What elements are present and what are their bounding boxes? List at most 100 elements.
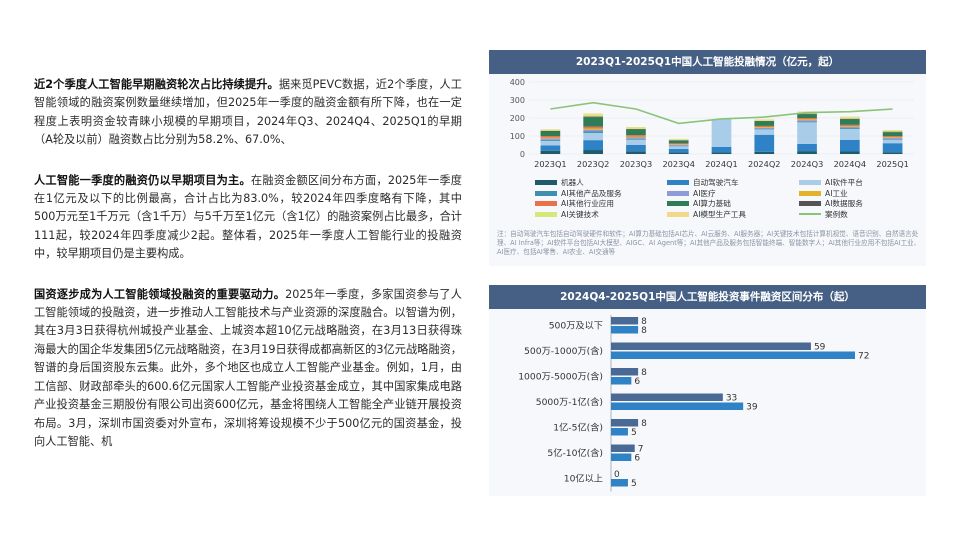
bar-value-label: 8 bbox=[641, 326, 647, 336]
y-tick-label: 400 bbox=[510, 78, 525, 87]
paragraph-1: 近2个季度人工智能早期融资轮次占比持续提升。据来觅PEVC数据，近2个季度，人工… bbox=[34, 76, 462, 150]
bar-segment bbox=[626, 145, 646, 152]
range-bar bbox=[611, 444, 635, 452]
y-tick-label: 200 bbox=[510, 114, 525, 123]
bar-segment bbox=[797, 151, 817, 154]
x-tick-label: 2025Q1 bbox=[876, 159, 909, 169]
bar-segment bbox=[668, 144, 689, 145]
bar-segment bbox=[839, 126, 860, 127]
bar-value-label: 5 bbox=[631, 479, 637, 489]
bar-segment bbox=[626, 151, 646, 154]
x-tick-label: 2024Q3 bbox=[791, 159, 824, 169]
bar-segment bbox=[882, 130, 903, 132]
bar-segment bbox=[882, 143, 903, 153]
bar-segment bbox=[583, 116, 604, 118]
range-bar bbox=[611, 368, 639, 376]
legend-swatch bbox=[535, 180, 557, 185]
range-bar bbox=[611, 419, 639, 427]
bar-segment bbox=[754, 129, 775, 135]
bar-segment bbox=[839, 151, 860, 154]
bar-segment bbox=[711, 152, 732, 154]
legend-swatch bbox=[667, 180, 689, 185]
bar-segment bbox=[882, 138, 903, 140]
case-count-line bbox=[550, 101, 893, 125]
legend-item: 自动驾驶汽车 bbox=[667, 177, 739, 188]
bar-value-label: 39 bbox=[746, 403, 758, 413]
bar-segment bbox=[668, 148, 689, 153]
investment-chart-title: 2023Q1-2025Q1中国人工智能投融情况（亿元，起） bbox=[489, 50, 926, 74]
bar-segment bbox=[668, 143, 689, 145]
legend-label: AI模型生产工具 bbox=[693, 209, 746, 219]
bar-segment bbox=[882, 137, 903, 139]
range-bar bbox=[611, 428, 628, 436]
bar-segment bbox=[882, 132, 903, 137]
bar-segment bbox=[754, 120, 775, 122]
stacked-bar-chart: 0 100 200 300 400 2023Q1 2023Q2 2023Q3 2023Q4 202… bbox=[510, 78, 914, 169]
legend-item: AI其他行业应用 bbox=[535, 198, 614, 209]
bar-segment bbox=[583, 132, 604, 141]
bar-segment bbox=[882, 136, 903, 138]
bar-segment bbox=[540, 131, 561, 136]
legend-swatch bbox=[667, 190, 689, 196]
bar-segment bbox=[839, 124, 860, 127]
bar-segment bbox=[839, 116, 860, 118]
x-tick-label: 2024Q1 bbox=[705, 159, 738, 169]
bar-segment bbox=[583, 126, 604, 129]
range-bar bbox=[611, 326, 639, 334]
range-bar bbox=[611, 393, 723, 401]
bar-value-label: 6 bbox=[634, 454, 640, 464]
bar-segment bbox=[839, 139, 860, 152]
paragraph-2-lead: 人工智能一季度的融资仍以早期项目为主。 bbox=[34, 173, 251, 187]
x-tick-label: 2023Q3 bbox=[620, 159, 653, 169]
legend-item: 机器人 bbox=[535, 177, 584, 188]
bar-segment bbox=[882, 139, 903, 144]
legend-swatch bbox=[799, 201, 821, 206]
bar-segment bbox=[583, 114, 604, 117]
bar-segment bbox=[583, 117, 604, 127]
legend-item: AI算力基础 bbox=[667, 198, 731, 209]
bar-segment bbox=[626, 135, 646, 137]
bar-segment bbox=[583, 131, 604, 133]
legend-label: AI数据服务 bbox=[825, 199, 863, 208]
bar-segment bbox=[626, 129, 646, 136]
paragraph-3-body: 2025年一季度，多家国资参与了人工智能领域的投融资，进一步推动人工智能技术与产… bbox=[34, 287, 462, 448]
range-bar bbox=[611, 342, 811, 350]
bar-segment bbox=[668, 140, 689, 141]
legend-item: AI其他产品及服务 bbox=[535, 188, 622, 199]
bar-segment bbox=[583, 113, 604, 115]
paragraph-2-body: 在融资金额区间分布方面，2025年一季度在1亿元及以下的比例最高，合计占比为83… bbox=[34, 173, 462, 261]
bar-segment bbox=[839, 119, 860, 125]
bar-segment bbox=[754, 128, 775, 130]
bar-segment bbox=[797, 122, 817, 144]
bar-segment bbox=[540, 129, 561, 130]
bar-segment bbox=[540, 129, 561, 131]
range-bar bbox=[611, 479, 628, 487]
bar-segment bbox=[839, 128, 860, 129]
legend-item: AI医疗 bbox=[667, 188, 716, 199]
bar-segment bbox=[839, 127, 860, 129]
category-label: 1亿-5亿(含) bbox=[553, 422, 603, 434]
bar-value-label: 6 bbox=[634, 377, 640, 387]
y-tick-label: 100 bbox=[510, 132, 525, 141]
legend-item: AI模型生产工具 bbox=[667, 209, 746, 220]
x-tick-label: 2024Q2 bbox=[748, 159, 781, 169]
bar-value-label: 8 bbox=[641, 419, 647, 429]
category-label: 1000万-5000万(含) bbox=[518, 371, 603, 383]
category-label: 10亿以上 bbox=[564, 473, 603, 485]
range-chart-panel: 2024Q4-2025Q1中国人工智能投资事件融资区间分布（起） 500万及以下… bbox=[489, 285, 926, 496]
bar-segment bbox=[754, 134, 775, 152]
bar-segment bbox=[839, 117, 860, 119]
bar-segment bbox=[668, 145, 689, 147]
bar-segment bbox=[626, 127, 646, 129]
bar-segment bbox=[797, 121, 817, 123]
legend-label: AI工业 bbox=[825, 188, 848, 198]
legend-swatch bbox=[799, 190, 821, 196]
legend-item: AI数据服务 bbox=[799, 198, 863, 209]
category-label: 500万-1000万(含) bbox=[524, 345, 603, 357]
bar-segment bbox=[540, 130, 561, 132]
legend-swatch bbox=[799, 180, 821, 185]
legend-swatch bbox=[535, 211, 557, 217]
paragraph-1-body: 据来觅PEVC数据，近2个季度，人工智能领域的融资案例数量继续增加，但2025年… bbox=[34, 78, 462, 147]
x-tick-label: 2023Q1 bbox=[534, 159, 567, 169]
chart-note: 注：自动驾驶汽车包括自动驾驶硬件和软件；AI算力基础包括AI芯片、AI云服务、A… bbox=[497, 230, 921, 256]
